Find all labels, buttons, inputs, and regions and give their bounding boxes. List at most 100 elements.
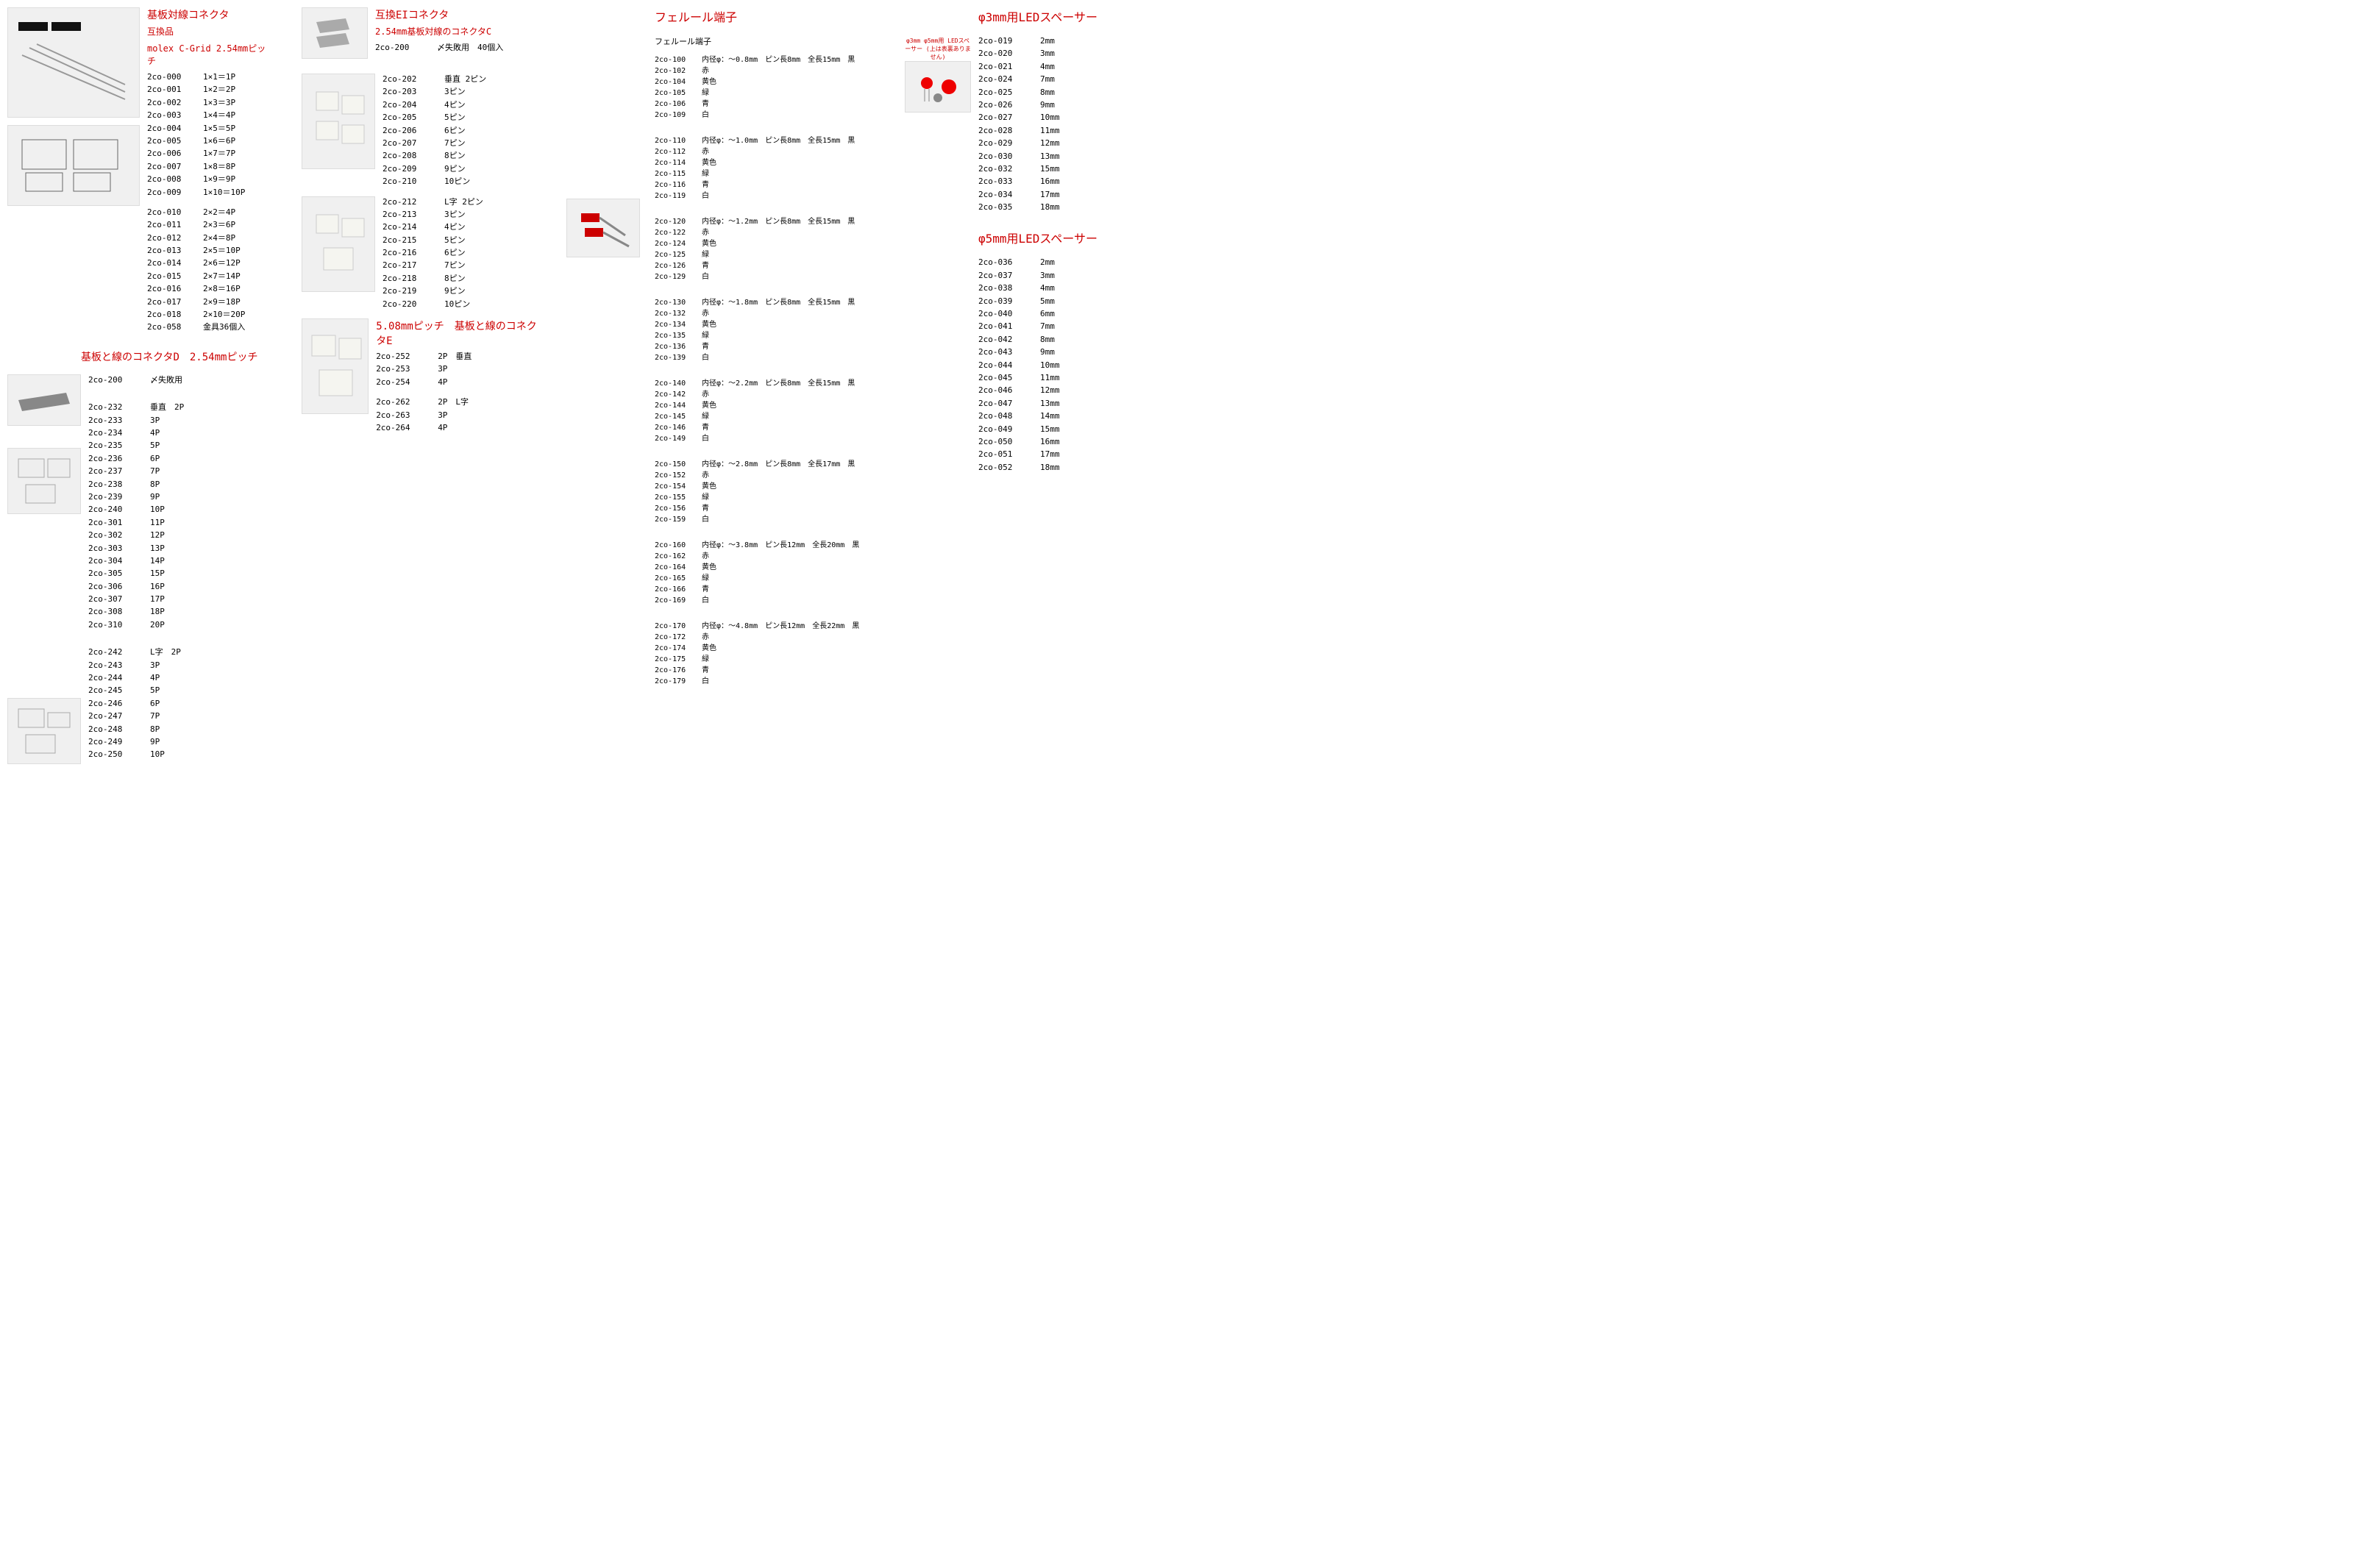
value: 青: [702, 99, 709, 110]
code: 2co-235: [88, 440, 135, 451]
value: 10P: [150, 749, 165, 760]
list-row: 2co-0041×5＝5P: [147, 123, 272, 134]
list-row: 2co-2155ピン: [383, 235, 483, 246]
ferrule-row: 2co-124黄色: [655, 238, 859, 249]
list-row: 2co-0152×7＝14P: [147, 271, 272, 282]
led-lists: φ3mm用LEDスペーサー 2co-0192mm2co-0203mm2co-02…: [978, 7, 1097, 474]
value: 赤: [702, 308, 709, 319]
value: 4mm: [1040, 282, 1055, 293]
list-row: 2co-0428mm: [978, 334, 1097, 345]
ferrule-group: 2co-110内径φ：～1.0mm ピン長8mm 全長15mm 黒2co-112…: [655, 135, 859, 202]
code: 2co-250: [88, 749, 135, 760]
section-e-wrap: 5.08mmピッチ 基板と線のコネクタE 2co-2522P 垂直2co-253…: [302, 318, 537, 435]
value: 内径φ：～4.8mm ピン長12mm 全長22mm 黒: [702, 621, 859, 632]
ferrule-row: 2co-114黄色: [655, 157, 859, 168]
code: 2co-025: [978, 87, 1025, 98]
code: 2co-243: [88, 660, 135, 671]
code: 2co-120: [655, 216, 691, 227]
value: 17mm: [1040, 449, 1060, 460]
ferrule-row: 2co-166青: [655, 584, 859, 595]
code: 2co-202: [383, 74, 430, 85]
code: 2co-018: [147, 309, 194, 320]
code: 2co-002: [147, 97, 194, 108]
value: 赤: [702, 146, 709, 157]
ferrule-sub: フェルール端子: [655, 35, 859, 47]
value: 1×7＝7P: [203, 148, 235, 159]
list-row: 2co-202垂直 2ピン: [383, 74, 486, 85]
code: 2co-301: [88, 517, 135, 528]
column-1: 基板対線コネクタ 互換品 molex C-Grid 2.54mmピッチ 2co-…: [7, 7, 272, 771]
code: 2co-149: [655, 433, 691, 444]
code: 2co-119: [655, 190, 691, 202]
code: 2co-175: [655, 654, 691, 665]
code: 2co-028: [978, 125, 1025, 136]
housing-icon: [15, 455, 74, 507]
code: 2co-154: [655, 481, 691, 492]
value: 1×9＝9P: [203, 174, 235, 185]
value: 白: [702, 190, 709, 202]
ferrule-icon: [574, 206, 633, 250]
ferrule-list: フェルール端子 フェルール端子 2co-100内径φ：～0.8mm ピン長8mm…: [655, 7, 859, 702]
list-row: 2co-2333P: [88, 415, 184, 426]
code: 2co-042: [978, 334, 1025, 345]
code: 2co-142: [655, 389, 691, 400]
list-row: 2co-03316mm: [978, 176, 1097, 187]
ferrule-groups: 2co-100内径φ：～0.8mm ピン長8mm 全長15mm 黒2co-102…: [655, 54, 859, 687]
value: 9mm: [1040, 346, 1055, 357]
value: 黄色: [702, 400, 716, 411]
code: 2co-001: [147, 84, 194, 95]
code: 2co-122: [655, 227, 691, 238]
led-photo: [905, 61, 971, 113]
code: 2co-008: [147, 174, 194, 185]
code: 2co-104: [655, 76, 691, 88]
code: 2co-109: [655, 110, 691, 121]
code: 2co-052: [978, 462, 1025, 473]
section-a-items-a: 2co-0001×1＝1P2co-0011×2＝2P2co-0021×3＝3P2…: [147, 71, 272, 198]
code: 2co-017: [147, 296, 194, 307]
code: 2co-179: [655, 676, 691, 687]
list-row: 2co-2188ピン: [383, 273, 483, 284]
list-row: 2co-2033ピン: [383, 86, 486, 97]
ferrule-row: 2co-159白: [655, 514, 859, 525]
code: 2co-310: [88, 619, 135, 630]
value: 10ピン: [444, 176, 470, 187]
code: 2co-027: [978, 112, 1025, 123]
section-a-list: 基板対線コネクタ 互換品 molex C-Grid 2.54mmピッチ 2co-…: [147, 7, 272, 335]
list-row: 2co-30515P: [88, 568, 184, 579]
list-row: 2co-2522P 垂直: [376, 351, 537, 362]
list-row: 2co-0214mm: [978, 61, 1097, 72]
list-row: 2co-2377P: [88, 466, 184, 477]
value: 垂直 2P: [150, 402, 184, 413]
code: 2co-144: [655, 400, 691, 411]
list-row: 2co-30818P: [88, 606, 184, 617]
list-row: 2co-0112×3＝6P: [147, 219, 272, 230]
value: 1×10＝10P: [203, 187, 245, 198]
ferrule-row: 2co-109白: [655, 110, 859, 121]
list-row: 2co-2177ピン: [383, 260, 483, 271]
section-d-images: [7, 374, 81, 771]
code: 2co-124: [655, 238, 691, 249]
list-row: 2co-2644P: [376, 422, 537, 433]
value: 1×5＝5P: [203, 123, 235, 134]
code: 2co-239: [88, 491, 135, 502]
value: 内径φ：～0.8mm ピン長8mm 全長15mm 黒: [702, 54, 855, 65]
list-row: 2co-04713mm: [978, 398, 1097, 409]
ferrule-row: 2co-145緑: [655, 411, 859, 422]
ferrule-row: 2co-119 白: [655, 190, 859, 202]
code: 2co-043: [978, 346, 1025, 357]
list-row: 2co-2088ピン: [383, 150, 486, 161]
list-row: 2co-0001×1＝1P: [147, 71, 272, 82]
value: 16P: [150, 581, 165, 592]
list-row: 2co-0203mm: [978, 48, 1097, 59]
value: 2mm: [1040, 257, 1055, 268]
ferrule-row: 2co-144 黄色: [655, 400, 859, 411]
value: 4P: [150, 672, 160, 683]
list-row: 2co-04612mm: [978, 385, 1097, 396]
value: 3ピン: [444, 86, 466, 97]
list-row: 2co-0362mm: [978, 257, 1097, 268]
code: 2co-217: [383, 260, 430, 271]
code: 2co-238: [88, 479, 135, 490]
list-row: 2co-0417mm: [978, 321, 1097, 332]
list-row: 2co-2366P: [88, 453, 184, 464]
list-row: 2co-0142×6＝12P: [147, 257, 272, 268]
